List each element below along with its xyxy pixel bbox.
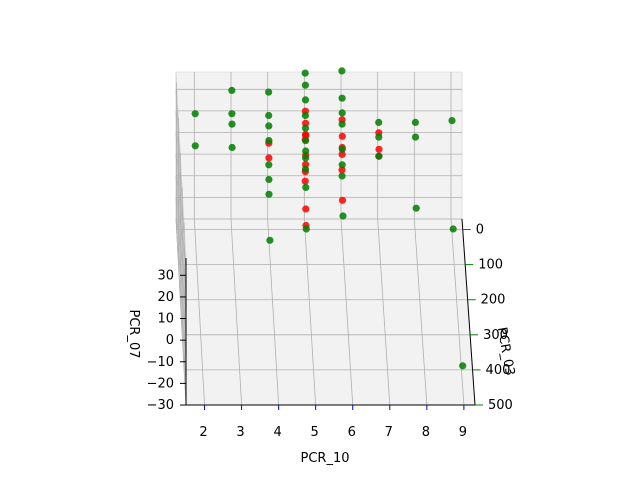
red-point — [301, 177, 309, 185]
green-point — [302, 147, 310, 155]
y-axis-line — [461, 218, 476, 406]
green-point — [449, 225, 457, 233]
gridline-z-left — [175, 197, 187, 384]
green-point — [459, 362, 467, 370]
chart-labels: 2 3 4 5 6 7 8 901002003004005003020100−10−20−30… — [126, 223, 517, 466]
green-point — [302, 225, 310, 233]
z-tick-label: −20 — [147, 376, 174, 391]
green-point — [302, 183, 310, 191]
green-point — [375, 118, 383, 126]
gridline-x-floor — [267, 218, 280, 406]
z-tick-label: 10 — [157, 312, 174, 327]
x-tick-label: 6 — [348, 425, 356, 440]
green-point — [191, 142, 199, 150]
x-tick-label: 3 — [236, 425, 244, 440]
green-point — [412, 204, 420, 212]
green-point — [338, 145, 346, 153]
green-point — [411, 118, 419, 126]
x-axis-title: PCR_10 — [301, 451, 350, 466]
y-tick-label: 0 — [476, 223, 484, 238]
gridline-z-left — [175, 132, 187, 319]
x-tick-label: 7 — [385, 425, 393, 440]
green-point — [301, 69, 309, 77]
green-point — [375, 152, 383, 160]
green-point — [338, 94, 346, 102]
green-point — [228, 143, 236, 152]
green-point — [265, 88, 273, 96]
y-tick-label: 200 — [481, 293, 506, 308]
green-point — [375, 133, 383, 141]
gridline-x-floor — [230, 218, 242, 406]
x-tick-label: 9 — [459, 425, 467, 440]
green-point — [338, 161, 346, 169]
red-point — [338, 150, 346, 158]
red-point — [338, 132, 346, 140]
gridline-z-left — [175, 154, 187, 341]
gridline-x-floor — [413, 218, 428, 406]
green-point — [228, 86, 236, 94]
x-tick-label: 4 — [273, 425, 281, 440]
z-tick-label: −10 — [147, 355, 174, 370]
gridline-z-left — [175, 89, 187, 276]
green-point — [265, 161, 273, 169]
gridline-x-floor — [303, 218, 317, 406]
gridline-x-floor — [377, 218, 391, 406]
green-point — [265, 111, 273, 120]
green-point — [301, 81, 309, 89]
green-point — [301, 111, 309, 120]
x-tick-label: 2 — [199, 425, 207, 440]
z-tick-label: 20 — [157, 290, 174, 305]
chart-points — [191, 67, 467, 370]
x-tick-label: 8 — [422, 425, 430, 440]
green-point — [302, 154, 310, 162]
green-point — [191, 110, 199, 118]
chart-panes — [175, 71, 476, 406]
y-tick-label: 300 — [483, 328, 508, 343]
red-point — [265, 154, 273, 162]
red-point — [338, 166, 346, 174]
green-point — [338, 67, 346, 75]
red-point — [338, 196, 347, 204]
green-point — [338, 172, 346, 180]
green-point — [301, 96, 310, 104]
back-pane — [175, 71, 463, 220]
red-point — [375, 145, 383, 153]
gridline-z-left — [175, 218, 187, 406]
z-tick-label: 30 — [157, 268, 174, 283]
gridline-z-left — [175, 175, 187, 362]
green-point — [265, 190, 273, 198]
green-point — [266, 236, 274, 244]
gridline-x-floor — [193, 218, 205, 406]
green-point — [301, 165, 310, 173]
y-tick-label: 400 — [486, 363, 511, 378]
green-point — [302, 137, 310, 145]
y-tick-label: 100 — [478, 258, 503, 273]
gridline-z-left — [175, 110, 187, 297]
floor-pane — [175, 218, 476, 406]
green-point — [411, 133, 420, 141]
y-tick-label: 500 — [488, 398, 513, 413]
x-tick-label: 5 — [311, 425, 319, 440]
chart-axes — [180, 218, 483, 410]
green-point — [228, 110, 236, 118]
red-point — [301, 130, 310, 139]
green-point — [448, 117, 456, 125]
z-tick-label: 0 — [166, 333, 174, 348]
z-tick-label: −30 — [147, 398, 174, 413]
green-point — [339, 212, 347, 220]
green-point — [265, 137, 273, 145]
green-point — [338, 109, 346, 117]
red-point — [302, 205, 310, 213]
green-point — [301, 124, 310, 132]
green-point — [338, 120, 346, 128]
gridline-x-floor — [340, 218, 354, 406]
gridline-x-floor — [450, 218, 465, 406]
z-axis-title: PCR_07 — [126, 310, 141, 359]
green-point — [228, 120, 236, 128]
green-point — [265, 122, 273, 130]
green-point — [265, 175, 273, 184]
